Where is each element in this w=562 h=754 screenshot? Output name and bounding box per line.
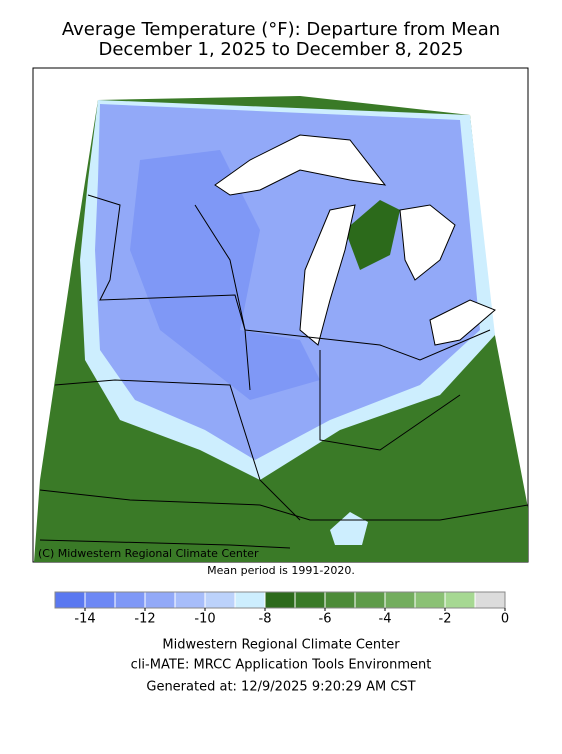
colorbar-bin — [264, 591, 296, 609]
colorbar-bin — [234, 591, 266, 609]
colorbar-tick-label: -4 — [379, 612, 392, 627]
lake-superior — [214, 134, 387, 196]
colorbar-bin — [114, 591, 146, 609]
green-spot — [345, 200, 400, 270]
title-line1: Average Temperature (°F): Departure from… — [62, 19, 500, 40]
colorbar-tick-label: -8 — [259, 612, 272, 627]
colorbar-tick-label: -6 — [319, 612, 332, 627]
colorbar-bin — [354, 591, 386, 609]
lake-erie — [429, 299, 496, 346]
lake-huron — [399, 204, 456, 281]
footer-line3: Generated at: 12/9/2025 9:20:29 AM CST — [146, 680, 415, 695]
title-line2: December 1, 2025 to December 8, 2025 — [98, 39, 463, 60]
colorbar-bin — [84, 591, 116, 609]
colorbar-bin — [204, 591, 236, 609]
colorbar-bin — [384, 591, 416, 609]
colorbar-bin — [144, 591, 176, 609]
colorbar-tick-label: -2 — [439, 612, 452, 627]
colorbar-tick-label: -14 — [74, 612, 95, 627]
state-lines — [39, 194, 529, 549]
colorbar-bin — [444, 591, 476, 609]
colorbar-bin — [474, 591, 506, 609]
colorbar-frame — [54, 591, 506, 609]
colorbar-tick-label: -10 — [194, 612, 215, 627]
colorbar-bin — [54, 591, 86, 609]
footer-line2: cli-MATE: MRCC Application Tools Environ… — [131, 658, 432, 673]
colorbar-bin — [414, 591, 446, 609]
mean-period-note: Mean period is 1991-2020. — [207, 564, 355, 577]
dark-blue-region — [130, 150, 320, 400]
colorbar-tick-label: -12 — [134, 612, 155, 627]
colorbar-bin — [294, 591, 326, 609]
footer-line1: Midwestern Regional Climate Center — [162, 638, 400, 653]
colorbar: -14 -12 -10 -8 -6 -4 -2 0 — [54, 591, 509, 627]
colorbar-bin — [324, 591, 356, 609]
copyright: (C) Midwestern Regional Climate Center — [38, 547, 259, 560]
colorbar-bin — [174, 591, 206, 609]
map: (C) Midwestern Regional Climate Center — [32, 67, 529, 563]
colorbar-tick-label: 0 — [501, 612, 509, 627]
lake-michigan — [299, 204, 356, 346]
